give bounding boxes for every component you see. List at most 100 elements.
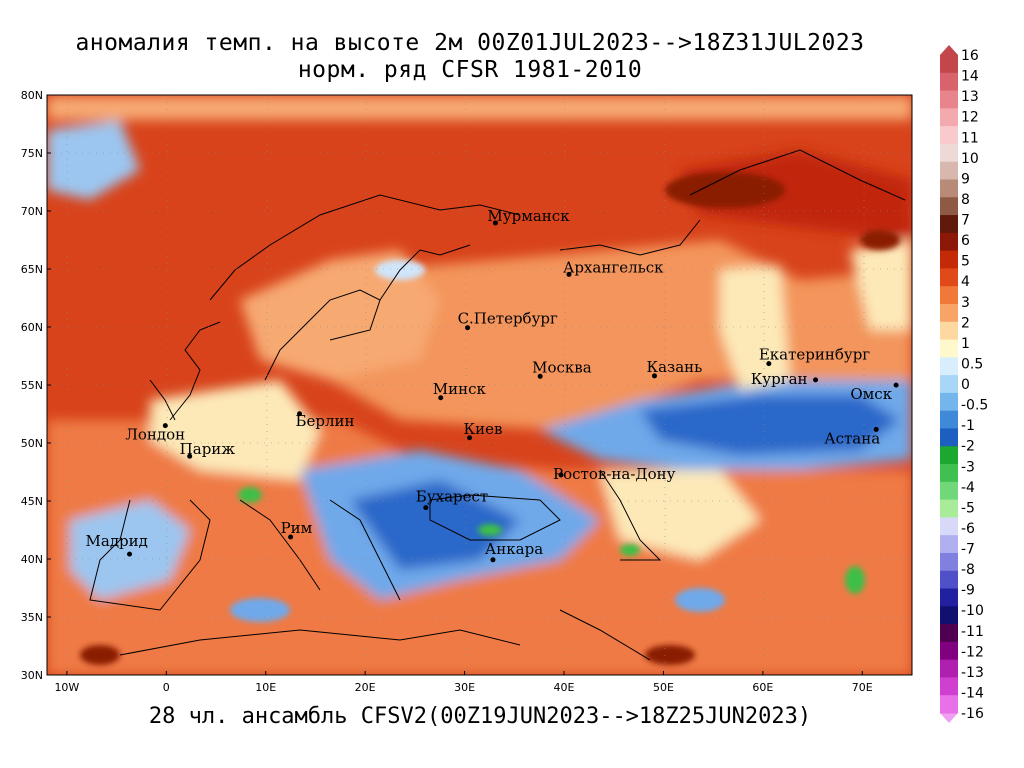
city-label: Екатеринбург (759, 346, 870, 364)
city-marker: Анкара (485, 540, 543, 563)
anomaly-field (47, 95, 912, 675)
city-label: Омск (850, 385, 892, 403)
lon-tick-label: 0 (163, 681, 170, 694)
colorbar-label: -2 (961, 439, 975, 455)
city-marker: Омск (850, 382, 899, 403)
colorbar-label: -12 (961, 644, 984, 660)
lat-axis: 30N 35N 40N 45N 50N 55N 60N 65N 70N 75N 80N (21, 89, 51, 682)
city-dot (766, 361, 772, 367)
city-dot (467, 435, 473, 441)
colorbar-segment (940, 606, 958, 625)
city-label: Минск (433, 380, 487, 398)
city-marker: Екатеринбург (759, 346, 870, 367)
colorbar-segment (940, 375, 958, 394)
lon-tick-label: 40E (554, 681, 575, 694)
city-marker: Берлин (296, 411, 355, 430)
city-dot (297, 411, 303, 417)
city-label: Мурманск (487, 207, 570, 225)
city-marker: Архангельск (563, 258, 664, 277)
colorbar-segment (940, 428, 958, 447)
city-dot (813, 377, 819, 383)
colorbar-segment (940, 179, 958, 198)
city-marker: Рим (281, 519, 313, 540)
city-marker: Астана (824, 426, 880, 447)
colorbar-label: 10 (961, 151, 979, 167)
city-dot (127, 551, 133, 557)
city-marker: Мурманск (487, 207, 570, 226)
city-label: Киев (464, 420, 503, 438)
city-marker: Париж (180, 440, 235, 459)
colorbar-label: -6 (961, 521, 975, 537)
city-marker: Бухарест (416, 488, 488, 511)
colorbar-label: 2 (961, 315, 970, 331)
city-dot (558, 472, 564, 478)
lon-tick-label: 10W (54, 681, 79, 694)
lat-tick-label: 30N (21, 669, 43, 682)
lon-axis: 10W 0 10E 20E 30E 40E 50E 60E 70E (54, 671, 873, 694)
lat-tick-label: 55N (21, 379, 43, 392)
city-label: Лондон (125, 426, 185, 444)
colorbar-segment (940, 197, 958, 216)
lat-tick-label: 50N (21, 437, 43, 450)
colorbar-segment (940, 161, 958, 180)
colorbar-segment (940, 339, 958, 358)
colorbar-label: 0.5 (961, 356, 983, 372)
colorbar-label: 14 (961, 69, 979, 85)
colorbar-segment (940, 481, 958, 501)
colorbar-segment (940, 677, 958, 696)
colorbar-label: 3 (961, 295, 970, 311)
colorbar-segment (940, 357, 958, 376)
colorbar-label: 4 (961, 274, 970, 290)
colorbar-label: -10 (961, 603, 984, 619)
colorbar-segment (940, 232, 958, 252)
city-marker: Киев (464, 420, 503, 441)
city-label: Бухарест (416, 488, 488, 506)
colorbar-label: -14 (961, 685, 984, 701)
lat-tick-label: 60N (21, 321, 43, 334)
lon-tick-label: 60E (752, 681, 773, 694)
colorbar-segment (940, 321, 958, 341)
colorbar-label: -5 (961, 500, 975, 516)
field-details (80, 172, 900, 665)
city-marker: С.Петербург (458, 310, 558, 331)
colorbar-label: 1 (961, 336, 970, 352)
colorbar-segment (940, 552, 958, 572)
lon-tick-label: 50E (653, 681, 674, 694)
colorbar-segment (940, 250, 958, 269)
ensemble-caption: 28 чл. ансамбль CFSV2(00Z19JUN2023-->18Z… (148, 704, 812, 729)
colorbar-label: -8 (961, 562, 975, 578)
colorbar-segment (940, 303, 958, 323)
colorbar-segment (940, 499, 958, 518)
city-label: С.Петербург (458, 310, 558, 328)
colorbar-label: 16 (961, 48, 979, 64)
city-dot (492, 220, 498, 226)
colorbar-label: -11 (961, 624, 984, 640)
colorbar-label: -13 (961, 665, 984, 681)
map-title-line2: норм. ряд CFSR 1981-2010 (297, 57, 643, 83)
colorbar-segment (940, 286, 958, 305)
lat-tick-label: 75N (21, 147, 43, 160)
colorbar-label: 5 (961, 254, 970, 270)
colorbar-segment (940, 570, 958, 590)
colorbar-segment (940, 517, 958, 536)
colorbar-label: -7 (961, 542, 975, 558)
city-marker: Лондон (125, 423, 185, 444)
colorbar-segment (940, 215, 958, 234)
colorbar-segment (940, 659, 958, 678)
lat-tick-label: 35N (21, 611, 43, 624)
lon-tick-label: 20E (355, 681, 376, 694)
colorbar-segment (940, 268, 958, 287)
city-label: Курган (751, 370, 808, 388)
city-dot (537, 373, 543, 379)
city-marker: Мадрид (86, 532, 148, 557)
colorbar-segment (940, 624, 958, 643)
colorbar-segment (940, 143, 958, 163)
colorbar-segment (940, 446, 958, 465)
city-marker: Минск (433, 380, 487, 401)
city-label: Астана (824, 429, 880, 447)
city-dot (873, 426, 879, 432)
city-marker: Казань (646, 358, 702, 379)
graticule (47, 95, 912, 675)
colorbar-segment (940, 410, 958, 429)
